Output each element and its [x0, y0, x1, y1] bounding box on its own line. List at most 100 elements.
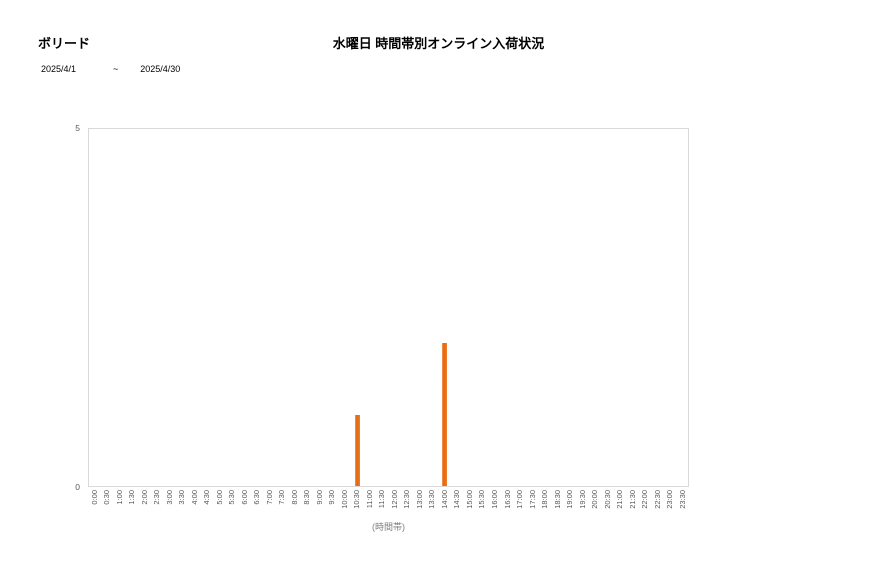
x-tick-slot: 21:00: [614, 490, 627, 509]
x-tick-slot: 18:00: [539, 490, 552, 509]
bar-slot: [576, 129, 588, 486]
x-axis-title: (時間帯): [372, 522, 405, 532]
x-tick-slot: 6:00: [238, 490, 251, 505]
x-tick-label: 1:00: [114, 490, 124, 505]
brand-label: ボリード: [38, 36, 91, 51]
y-tick-label-max: 5: [75, 123, 80, 133]
y-tick-label-min: 0: [75, 482, 80, 492]
x-tick-label: 4:30: [202, 490, 212, 505]
x-tick-slot: 20:30: [601, 490, 614, 509]
date-range: 2025/4/1 ~2025/4/30: [41, 64, 180, 74]
x-tick-slot: 17:30: [526, 490, 539, 509]
x-tick-slot: 21:30: [626, 490, 639, 509]
bar-slot: [476, 129, 488, 486]
x-tick-label: 19:00: [565, 490, 575, 509]
x-tick-label: 11:30: [377, 490, 387, 509]
x-tick-slot: 19:30: [576, 490, 589, 509]
bar-slot: [314, 129, 326, 486]
plot-area: [88, 128, 689, 487]
bar-slot: [389, 129, 401, 486]
bar: [442, 343, 448, 486]
x-tick-label: 21:00: [615, 490, 625, 509]
x-tick-label: 17:30: [527, 490, 537, 509]
x-tick-label: 15:30: [477, 490, 487, 509]
bar-slot: [489, 129, 501, 486]
x-tick-label: 10:30: [352, 490, 362, 509]
x-tick-label: 22:00: [640, 490, 650, 509]
x-tick-label: 3:00: [164, 490, 174, 505]
bar-slot: [663, 129, 675, 486]
x-tick-label: 20:30: [602, 490, 612, 509]
x-tick-slot: 10:30: [351, 490, 364, 509]
x-tick-slot: 10:00: [338, 490, 351, 509]
bar-slot: [326, 129, 338, 486]
bar-slot: [151, 129, 163, 486]
x-tick-label: 19:30: [577, 490, 587, 509]
bar-slot: [613, 129, 625, 486]
bar-slot: [251, 129, 263, 486]
bar-slot: [563, 129, 575, 486]
x-tick-slot: 9:30: [326, 490, 339, 505]
x-tick-label: 18:00: [540, 490, 550, 509]
x-tick-slot: 16:00: [489, 490, 502, 509]
x-tick-label: 5:00: [214, 490, 224, 505]
date-separator: ~: [113, 64, 119, 74]
bar-slot: [451, 129, 463, 486]
x-tick-slot: 3:30: [176, 490, 189, 505]
bar-slot: [626, 129, 638, 486]
x-tick-label: 13:00: [414, 490, 424, 509]
x-tick-label: 7:30: [277, 490, 287, 505]
bar-slot: [439, 129, 451, 486]
x-tick-label: 4:00: [189, 490, 199, 505]
x-tick-slot: 9:00: [313, 490, 326, 505]
x-tick-slot: 13:30: [426, 490, 439, 509]
x-tick-slot: 2:30: [151, 490, 164, 505]
x-tick-label: 18:30: [552, 490, 562, 509]
x-tick-label: 7:00: [264, 490, 274, 505]
x-tick-label: 5:30: [227, 490, 237, 505]
bar-slot: [339, 129, 351, 486]
x-tick-slot: 6:30: [251, 490, 264, 505]
bar-slot: [513, 129, 525, 486]
bar-slot: [114, 129, 126, 486]
x-tick-label: 8:00: [289, 490, 299, 505]
x-tick-slot: 15:00: [463, 490, 476, 509]
x-tick-label: 0:30: [102, 490, 112, 505]
x-tick-label: 14:30: [452, 490, 462, 509]
bar-slot: [364, 129, 376, 486]
x-tick-slot: 1:00: [113, 490, 126, 505]
bar-slot: [101, 129, 113, 486]
bar-slot: [301, 129, 313, 486]
bar-slot: [588, 129, 600, 486]
x-tick-slot: 8:30: [301, 490, 314, 505]
x-tick-slot: 12:00: [388, 490, 401, 509]
x-tick-slot: 20:00: [589, 490, 602, 509]
x-axis-labels: 0:00 0:30 1:00 1:30 2:00 2:30 3:00 3:30 4:00 4:30…: [88, 490, 689, 520]
bar-slot: [289, 129, 301, 486]
bar-slot: [239, 129, 251, 486]
bar-slot: [351, 129, 363, 486]
date-start: 2025/4/1: [41, 64, 77, 74]
x-tick-slot: 19:00: [564, 490, 577, 509]
x-tick-slot: 12:30: [401, 490, 414, 509]
x-tick-slot: 23:00: [664, 490, 677, 509]
x-tick-slot: 0:00: [88, 490, 101, 505]
x-tick-slot: 15:30: [476, 490, 489, 509]
x-tick-label: 23:30: [677, 490, 687, 509]
x-tick-label: 16:00: [490, 490, 499, 509]
bar-slot: [676, 129, 688, 486]
x-tick-slot: 8:00: [288, 490, 301, 505]
bar-slot: [526, 129, 538, 486]
x-tick-label: 9:30: [327, 490, 337, 505]
bar-slot: [276, 129, 288, 486]
x-tick-slot: 17:00: [514, 490, 527, 509]
x-tick-label: 23:00: [665, 490, 675, 509]
x-tick-label: 1:30: [127, 490, 137, 505]
bar-slot: [464, 129, 476, 486]
x-tick-label: 21:30: [627, 490, 637, 509]
bar-slot: [376, 129, 388, 486]
x-tick-slot: 16:30: [501, 490, 514, 509]
x-tick-label: 3:30: [177, 490, 187, 505]
bar-slot: [89, 129, 101, 486]
